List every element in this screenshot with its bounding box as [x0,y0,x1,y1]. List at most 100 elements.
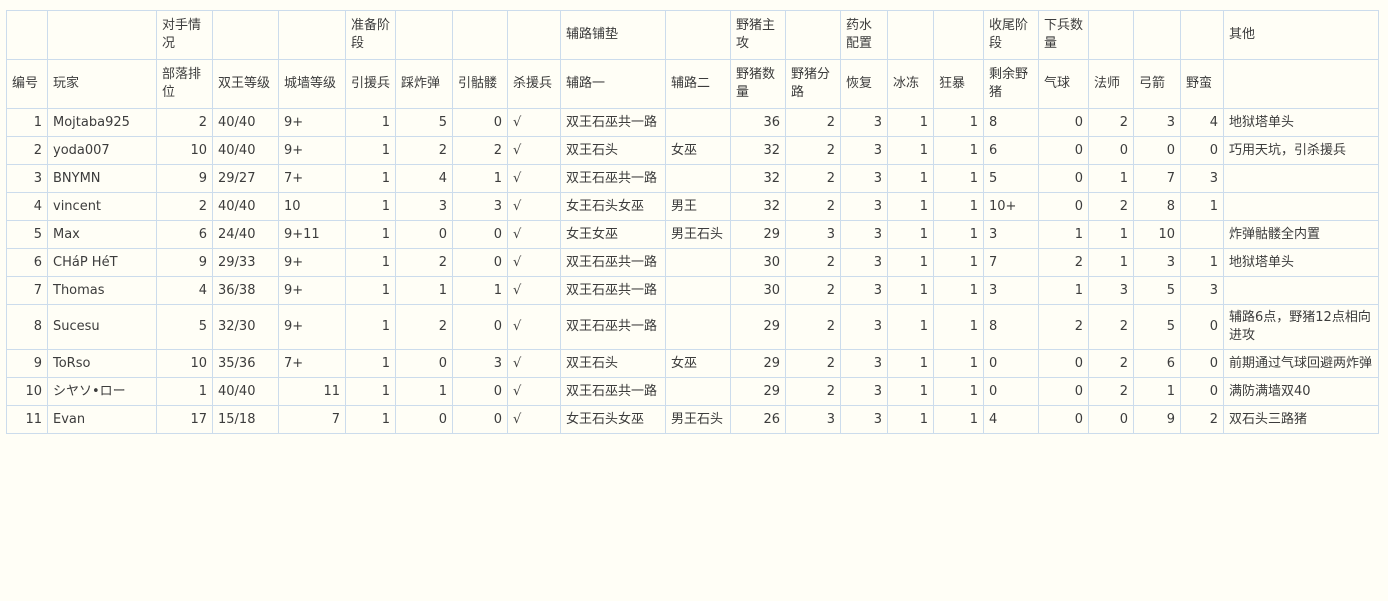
table-row: 9 ToRso 10 35/36 7+ 1 0 3 √ 双王石头 女巫 29 2 3 1 1 0 0 2 6 0 前期通过… [6,349,1379,378]
table-cell: 1 [887,377,934,406]
table-cell: 2 [395,136,453,165]
group-header-cell [507,10,561,60]
table-cell: 1 [887,349,934,378]
table-cell: 2 [785,276,841,305]
table-cell: 0 [452,108,508,137]
table-cell: 1 [345,220,396,249]
table-cell: 2 [785,248,841,277]
table-cell: 7 [6,276,48,305]
table-cell: 9 [156,248,213,277]
table-cell: Evan [47,405,157,434]
table-cell: 1 [933,248,984,277]
table-cell: 1 [887,220,934,249]
table-cell: 双王石巫共一路 [560,377,666,406]
table-cell: 36/38 [212,276,279,305]
table-cell: 3 [395,192,453,221]
table-cell: 29 [730,377,786,406]
table-cell: 2 [1038,304,1089,350]
table-cell [1223,164,1379,193]
table-cell: 1 [345,276,396,305]
table-cell: 32 [730,192,786,221]
table-cell: 0 [1180,349,1224,378]
table-cell: 1 [933,405,984,434]
table-cell: CHáP HéT [47,248,157,277]
column-header-cell: 玩家 [47,59,157,109]
group-header-cell: 下兵数量 [1038,10,1089,60]
table-cell: シヤソ•ロー [47,377,157,406]
table-cell: 0 [1038,377,1089,406]
table-cell: 1 [933,192,984,221]
table-cell: 1 [1180,248,1224,277]
table-cell: 4 [1180,108,1224,137]
table-cell: 3 [1133,248,1181,277]
table-cell: 0 [1038,108,1089,137]
table-cell: 3 [840,108,888,137]
column-header-cell: 法师 [1088,59,1134,109]
group-header-cell [1133,10,1181,60]
table-cell: 10 [1133,220,1181,249]
table-cell: 4 [6,192,48,221]
table-cell: 1 [345,248,396,277]
table-cell: 1 [395,276,453,305]
table-cell: 8 [6,304,48,350]
table-cell: 双王石巫共一路 [560,164,666,193]
table-cell: 女巫 [665,349,731,378]
column-header-cell: 野猪分路 [785,59,841,109]
table-cell: 0 [452,405,508,434]
table-cell: 1 [452,276,508,305]
table-cell: 0 [983,377,1039,406]
table-cell: 9+ [278,276,346,305]
table-row: 8 Sucesu 5 32/30 9+ 1 2 0 √ 双王石巫共一路 29 2 3 1 1 8 2 2 5 0 辅路6… [6,304,1379,350]
table-cell: 29/27 [212,164,279,193]
table-cell: 5 [395,108,453,137]
group-header-cell [887,10,934,60]
table-cell: 1 [345,192,396,221]
table-cell: 40/40 [212,377,279,406]
table-cell: 1 [345,405,396,434]
table-cell: 地狱塔单头 [1223,108,1379,137]
table-cell: 3 [840,377,888,406]
table-cell: 3 [1088,276,1134,305]
table-cell [1180,220,1224,249]
table-cell: 3 [840,164,888,193]
table-cell: 2 [785,349,841,378]
table-cell: Mojtaba925 [47,108,157,137]
table-cell: 2 [6,136,48,165]
table-cell: 32 [730,164,786,193]
table-cell: 3 [840,276,888,305]
table-cell: 1 [887,405,934,434]
table-header: 对手情况 准备阶段 辅路铺垫 野猪主攻 药水配置 收尾阶段 下兵数量 其他 编号 玩家 部落排位双… [6,10,1379,109]
table-cell: 2 [156,192,213,221]
table-cell: Thomas [47,276,157,305]
table-cell: 3 [452,192,508,221]
table-cell: 男王 [665,192,731,221]
table-cell: √ [507,136,561,165]
group-header-cell [1180,10,1224,60]
table-cell: √ [507,192,561,221]
table-cell: 8 [983,108,1039,137]
table-cell: 3 [785,405,841,434]
group-header-cell: 收尾阶段 [983,10,1039,60]
table-cell: 8 [983,304,1039,350]
table-cell: 1 [933,164,984,193]
column-header-cell: 编号 [6,59,48,109]
table-cell: 2 [785,136,841,165]
table-cell: 9 [156,164,213,193]
table-cell: 9+ [278,136,346,165]
table-cell: yoda007 [47,136,157,165]
table-cell: 11 [278,377,346,406]
table-cell: 1 [887,108,934,137]
table-row: 1 Mojtaba925 2 40/40 9+ 1 5 0 √ 双王石巫共一路 36 2 3 1 1 8 0 2 3… [6,108,1379,137]
table-cell: √ [507,276,561,305]
table-cell: 炸弹骷髅全内置 [1223,220,1379,249]
table-cell: 2 [785,304,841,350]
table-cell: 1 [1038,220,1089,249]
table-cell: 0 [452,220,508,249]
table-cell [665,108,731,137]
table-cell: 2 [785,164,841,193]
group-header-row: 对手情况 准备阶段 辅路铺垫 野猪主攻 药水配置 收尾阶段 下兵数量 其他 [6,10,1379,60]
table-cell: 2 [785,192,841,221]
table-cell: 10 [6,377,48,406]
table-cell: 3 [983,276,1039,305]
table-cell: 2 [395,304,453,350]
